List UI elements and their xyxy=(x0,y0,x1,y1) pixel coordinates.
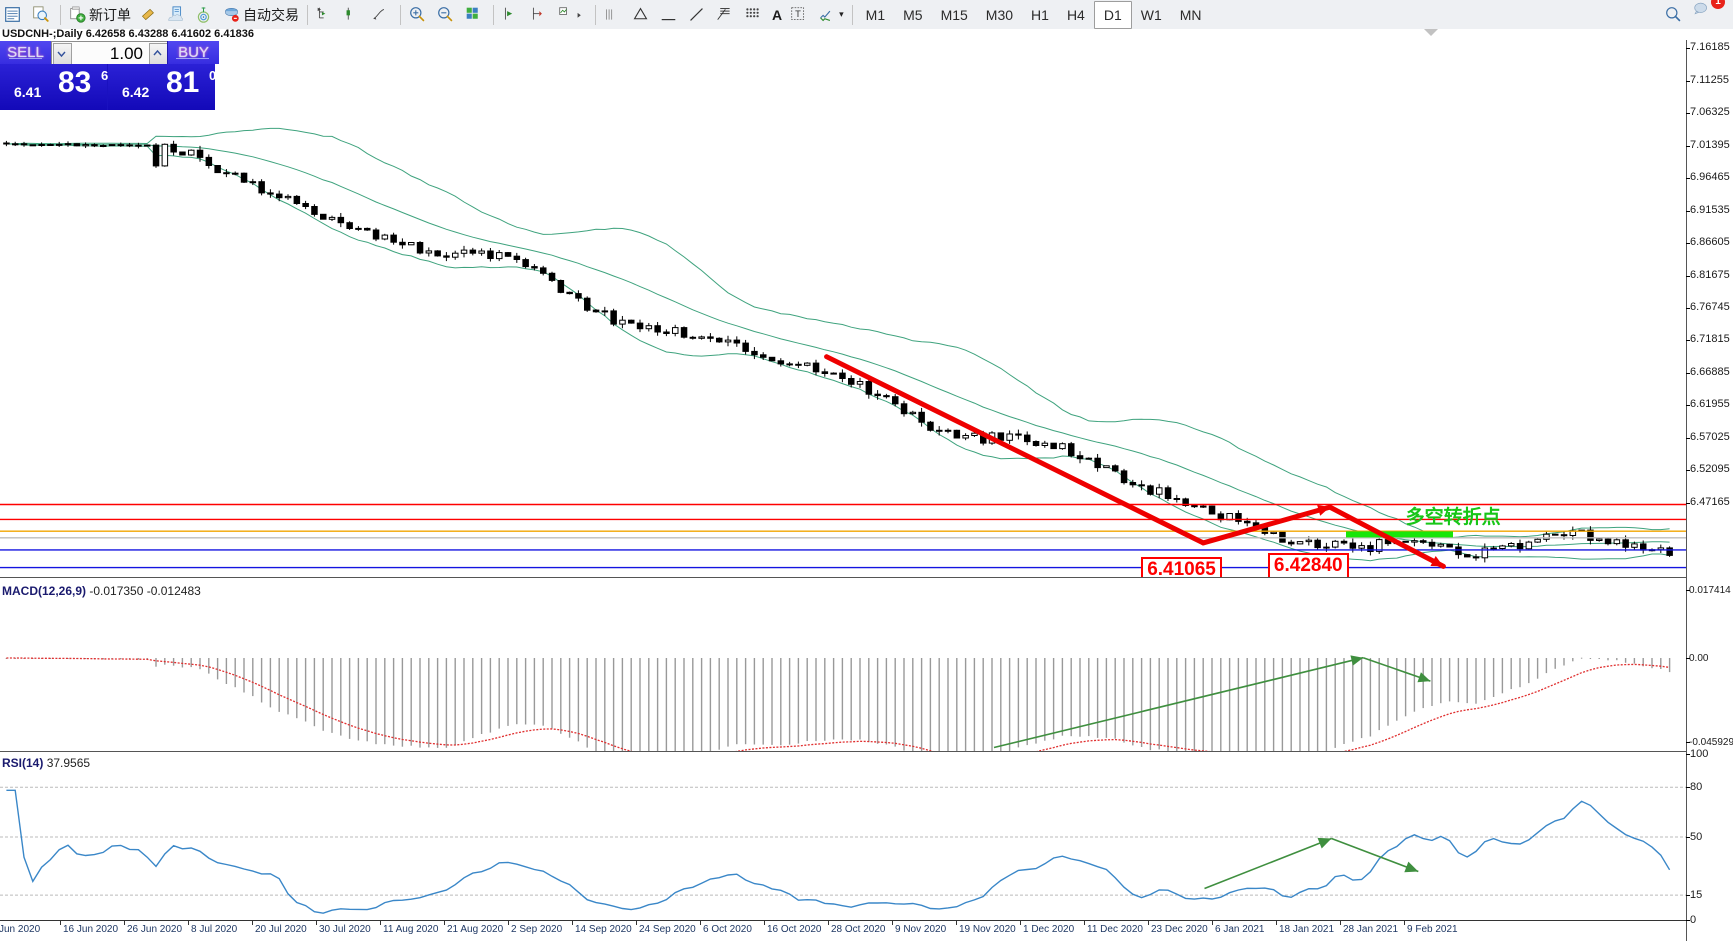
svg-text:T: T xyxy=(795,9,801,19)
